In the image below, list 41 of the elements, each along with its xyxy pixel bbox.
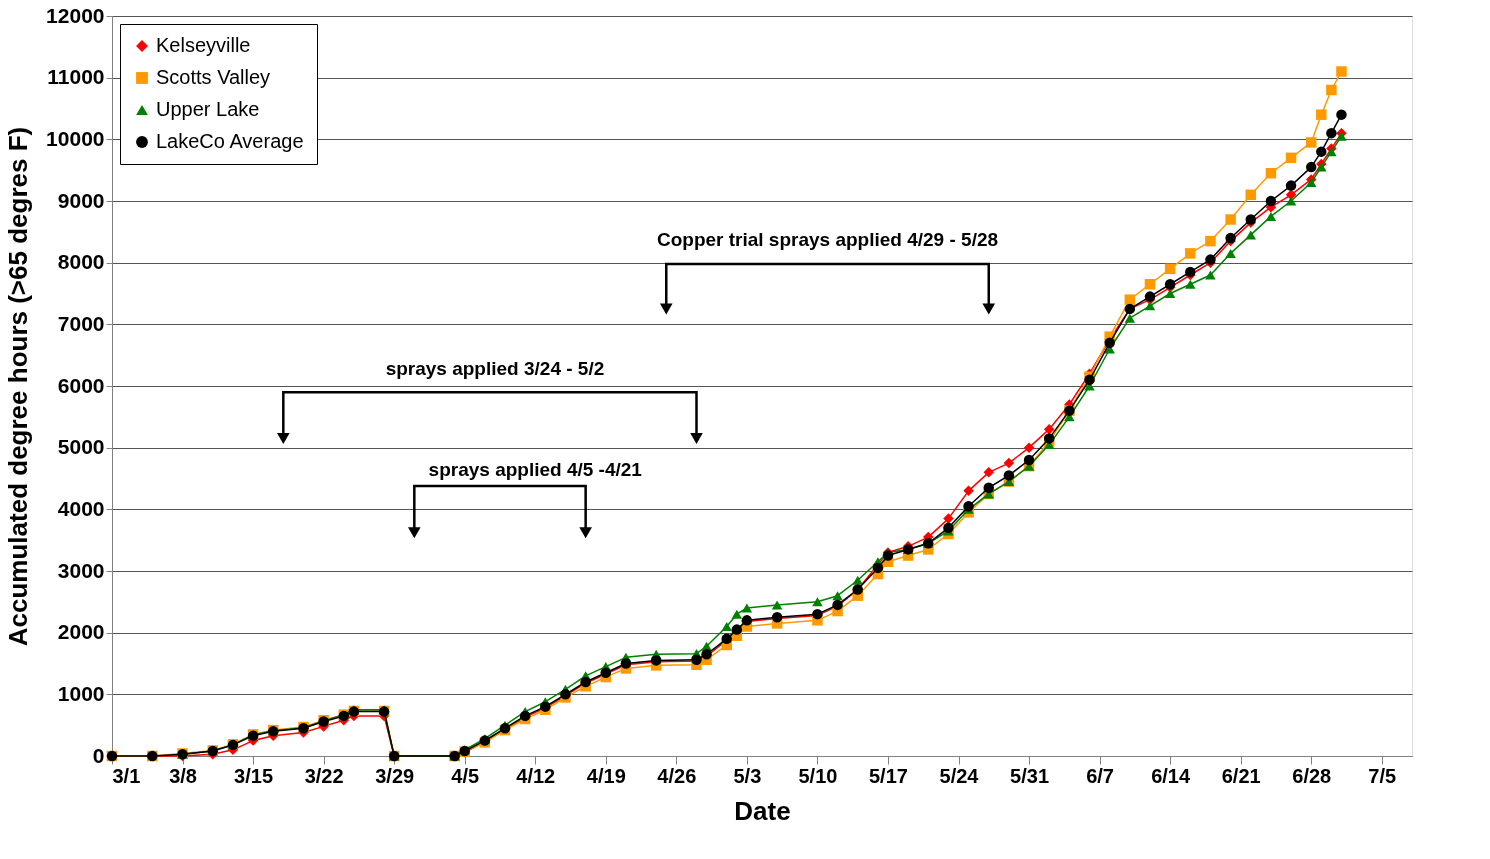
annotation: sprays applied 4/5 -4/21	[428, 458, 643, 480]
y-tick-label: 9000	[57, 188, 105, 212]
annotation: Copper trial sprays applied 4/29 - 5/28	[656, 228, 999, 250]
x-tick-label: 4/26	[657, 764, 697, 787]
legend-label: LakeCo Average	[156, 130, 304, 152]
legend-label: Upper Lake	[156, 98, 260, 120]
x-tick-label: 6/14	[1151, 764, 1191, 787]
x-tick-label: 4/5	[451, 764, 480, 787]
x-tick-label: 5/10	[798, 764, 838, 787]
y-tick-label: 8000	[57, 250, 105, 274]
x-tick-label: 5/24	[939, 764, 980, 787]
annotation: sprays applied 3/24 - 5/2	[385, 358, 605, 380]
x-tick-label: 4/19	[586, 764, 626, 787]
x-tick-label: 3/22	[304, 764, 344, 787]
y-tick-label: 3000	[57, 558, 105, 582]
x-axis-title: Date	[734, 795, 791, 826]
y-tick-label: 4000	[57, 496, 105, 520]
y-tick-label: 10000	[46, 126, 105, 150]
y-tick-label: 5000	[57, 435, 105, 459]
x-tick-label: 5/31	[1010, 764, 1050, 787]
x-tick-label: 6/7	[1086, 764, 1114, 787]
legend-label: Kelseyville	[156, 34, 251, 56]
x-tick-label: 6/28	[1292, 764, 1332, 787]
x-tick-label: 3/29	[375, 764, 415, 787]
y-tick-label: 7000	[57, 311, 105, 335]
x-tick-label: 3/8	[169, 764, 197, 787]
x-tick-label: 4/12	[516, 764, 556, 787]
x-tick-label: 5/3	[733, 764, 762, 787]
x-tick-label: 7/5	[1368, 764, 1397, 787]
y-tick-label: 12000	[46, 3, 105, 27]
y-tick-label: 0	[92, 743, 105, 767]
y-tick-label: 11000	[47, 65, 105, 89]
y-tick-label: 2000	[57, 620, 105, 644]
x-tick-label: 3/1	[112, 764, 141, 787]
y-axis-title: Accumulated degree hours (>65 degres F)	[3, 126, 34, 647]
y-tick-label: 6000	[57, 373, 105, 397]
x-tick-label: 3/15	[234, 764, 274, 787]
x-tick-label: 5/17	[869, 764, 908, 787]
x-tick-label: 6/21	[1221, 764, 1261, 787]
y-tick-label: 1000	[57, 681, 105, 705]
legend-label: Scotts Valley	[156, 66, 271, 88]
